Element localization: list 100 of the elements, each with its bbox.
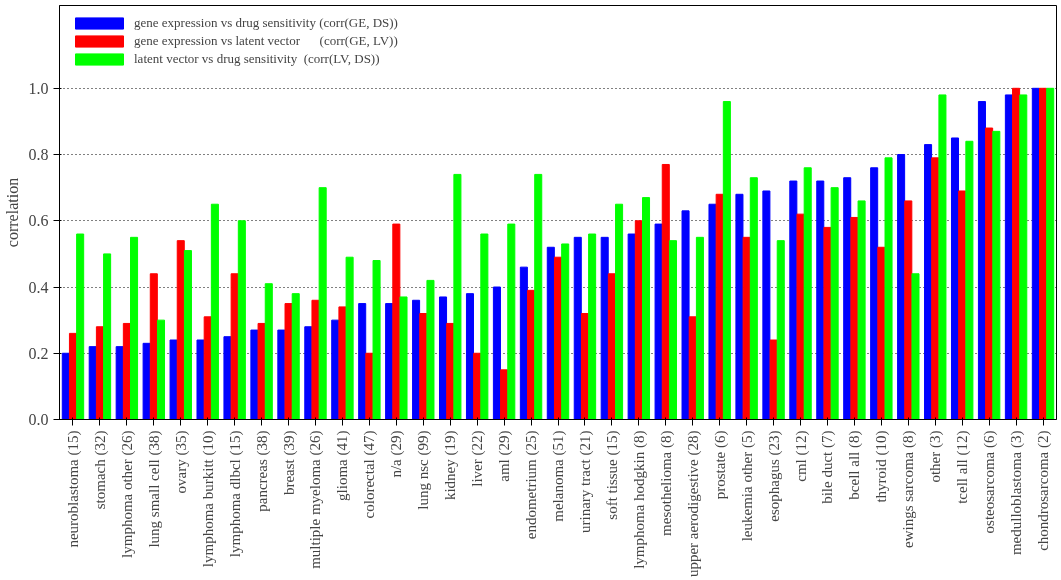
x-tick-label: aml (29) <box>496 430 514 482</box>
bar <box>870 167 879 420</box>
x-tick-label: lymphoma hodgkin (8) <box>630 430 648 569</box>
bar <box>358 303 367 420</box>
x-tick-label: ewings sarcoma (8) <box>900 430 918 548</box>
bar <box>291 293 300 420</box>
x-tick-label: chondrosarcoma (2) <box>1035 430 1053 551</box>
x-tick-label: ovary (35) <box>172 430 190 494</box>
x-tick-label: medulloblastoma (3) <box>1008 430 1026 556</box>
bar <box>372 260 381 420</box>
bar <box>573 236 582 420</box>
bar <box>938 94 947 420</box>
x-tick-label: breast (39) <box>280 430 298 496</box>
x-tick-label: glioma (41) <box>334 430 352 501</box>
legend-label: gene expression vs latent vector (corr(GE, LV)) <box>134 33 398 49</box>
bar <box>615 203 624 420</box>
x-tick-label: endometrium (25) <box>523 430 541 540</box>
bar <box>142 342 151 420</box>
bar <box>453 173 462 420</box>
bar <box>465 293 474 420</box>
x-tick-label: prostate (6) <box>711 430 729 500</box>
bar <box>992 130 1001 420</box>
x-tick-label: bile duct (7) <box>819 430 837 504</box>
bar <box>426 279 435 420</box>
bar <box>749 177 758 420</box>
bar <box>534 173 543 420</box>
x-tick-label: lymphoma dlbcl (15) <box>226 430 244 558</box>
bar <box>196 339 205 420</box>
bar <box>762 190 771 420</box>
x-tick-label: cml (12) <box>792 430 810 482</box>
bar <box>257 322 266 420</box>
bar <box>183 250 192 420</box>
bar <box>627 233 636 420</box>
bar <box>169 339 178 420</box>
bar <box>642 197 651 420</box>
x-tick-label: bcell all (8) <box>846 430 864 500</box>
bar <box>742 236 751 420</box>
bar <box>735 193 744 420</box>
bar <box>904 200 913 420</box>
y-tick-label: 0.2 <box>28 344 49 362</box>
x-tick-label: multiple myeloma (26) <box>307 430 325 569</box>
bar <box>588 233 597 420</box>
bar <box>492 286 501 420</box>
y-axis-title: correlation <box>3 177 21 248</box>
x-tick-label: kidney (19) <box>442 430 460 501</box>
bar <box>103 253 112 420</box>
bar <box>830 187 839 420</box>
bar <box>76 233 85 420</box>
x-tick-label: soft tissue (15) <box>603 430 621 520</box>
bar <box>264 283 273 420</box>
x-tick-label: liver (22) <box>469 430 487 487</box>
x-tick-label: neuroblastoma (15) <box>64 430 82 548</box>
x-tick-label: upper aerodigestive (28) <box>684 430 702 578</box>
bar <box>318 187 327 420</box>
legend-label: latent vector vs drug sensitivity (corr(LV, DS)) <box>134 51 380 67</box>
bar <box>230 273 239 420</box>
bar <box>237 220 246 420</box>
bar <box>1046 87 1055 420</box>
bar <box>284 303 293 420</box>
bar <box>722 101 731 420</box>
bar <box>681 210 690 420</box>
y-tick-label: 0.8 <box>28 146 49 164</box>
bar <box>507 223 516 420</box>
x-tick-label: n/a (29) <box>388 430 406 478</box>
x-tick-label: other (3) <box>927 430 945 483</box>
x-tick-label: pancreas (38) <box>253 430 271 512</box>
x-tick-label: lymphoma other (26) <box>118 430 136 558</box>
x-tick-label: melanoma (51) <box>550 430 567 522</box>
x-tick-label: tcell all (12) <box>954 430 972 504</box>
bar <box>796 213 805 420</box>
bar <box>392 223 401 420</box>
bar <box>345 256 354 420</box>
x-tick-label: stomach (32) <box>91 430 109 510</box>
bar <box>1019 94 1028 420</box>
bar <box>708 203 717 420</box>
bar <box>803 167 812 420</box>
x-tick-label: lymphoma burkitt (10) <box>199 430 217 568</box>
bar <box>149 273 158 420</box>
bar <box>130 236 139 420</box>
bar <box>911 273 920 420</box>
bar <box>311 299 320 420</box>
y-tick-label: 0.4 <box>28 278 49 296</box>
y-tick-label: 1.0 <box>28 79 49 97</box>
x-tick-label: osteosarcoma (6) <box>981 430 999 534</box>
legend-label: gene expression vs drug sensitivity (corr(GE, DS)) <box>134 15 398 31</box>
y-tick-label: 0.6 <box>28 212 49 230</box>
x-tick-label: leukemia other (5) <box>738 430 756 542</box>
bar <box>654 223 663 420</box>
x-tick-label: lung nsc (99) <box>415 430 433 510</box>
bar <box>210 203 219 420</box>
bar <box>661 163 670 420</box>
bar <box>769 339 778 420</box>
bar <box>439 296 448 420</box>
y-tick-label: 0.0 <box>28 411 49 428</box>
bar <box>561 243 570 420</box>
bar <box>480 233 489 420</box>
bar <box>668 240 677 420</box>
bar <box>156 319 166 420</box>
x-tick-label: esophagus (23) <box>765 430 783 522</box>
bar <box>695 236 704 420</box>
